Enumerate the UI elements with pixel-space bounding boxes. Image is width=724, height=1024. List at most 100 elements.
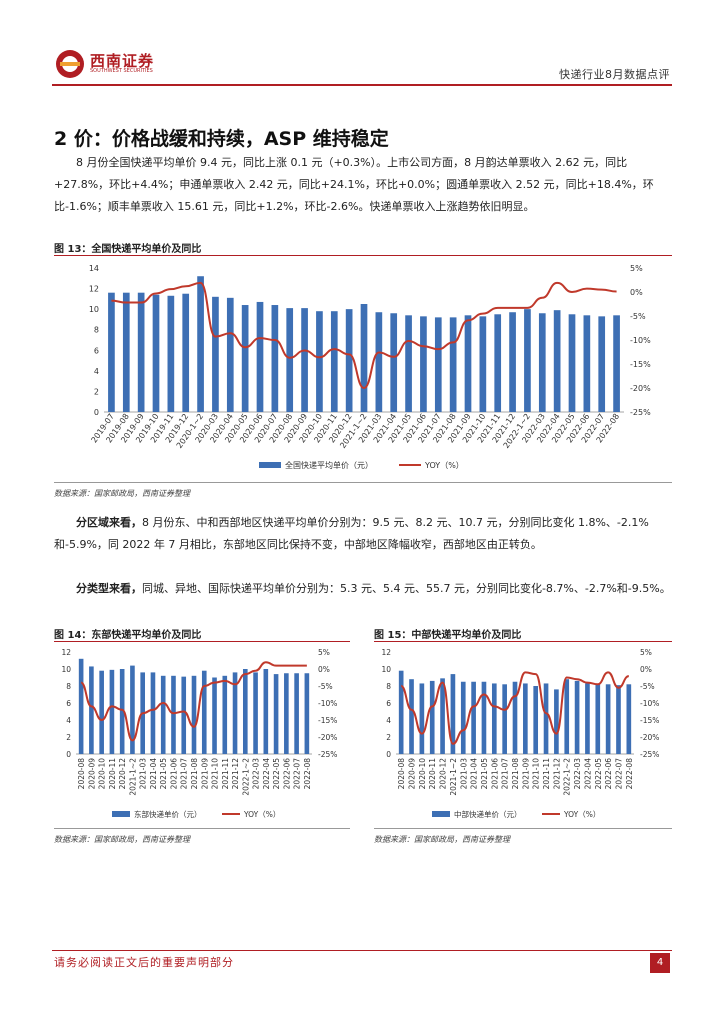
x-tick-label: 2021-1~2	[128, 758, 137, 796]
x-tick-label: 2022-08	[625, 758, 634, 790]
x-tick-label: 2021-11	[221, 758, 230, 790]
x-tick-label: 2021-09	[200, 758, 209, 790]
y-left-tick-label: 14	[89, 264, 99, 273]
figure-13-rule	[54, 255, 672, 256]
bar	[212, 296, 219, 412]
bar	[242, 669, 248, 754]
x-tick-label: 2021-12	[231, 758, 240, 790]
y-right-tick-label: 5%	[640, 648, 652, 657]
y-left-tick-label: 2	[94, 387, 99, 396]
figure-13-title: 图 13：全国快递平均单价及同比	[54, 244, 202, 255]
footer-disclaimer: 请务必阅读正文后的重要声明部分	[54, 956, 234, 969]
legend-bar-label: 东部快递单价（元）	[134, 809, 202, 819]
bar	[564, 679, 570, 754]
x-tick-label: 2022-1~2	[241, 758, 250, 796]
x-tick-label: 2022-06	[604, 758, 613, 790]
y-left-tick-label: 6	[386, 699, 391, 708]
y-left-tick-label: 2	[66, 733, 71, 742]
x-tick-label: 2022-07	[293, 758, 302, 790]
bar	[160, 675, 166, 754]
bar	[222, 675, 228, 754]
x-tick-label: 2022-08	[303, 758, 312, 790]
bar	[598, 316, 606, 412]
bar	[512, 681, 518, 754]
bar	[78, 658, 84, 754]
y-left-tick-label: 8	[94, 326, 99, 335]
bar	[464, 315, 472, 412]
page-number: 4	[650, 953, 670, 973]
legend-bar-swatch	[259, 462, 281, 468]
y-left-tick-label: 0	[94, 408, 99, 417]
bar	[491, 683, 497, 754]
y-right-tick-label: -20%	[318, 733, 337, 742]
bar	[434, 317, 442, 412]
bar	[212, 677, 217, 754]
y-right-tick-label: -15%	[630, 360, 651, 369]
paragraph-text: 8 月份全国快递平均单价 9.4 元，同比上涨 0.1 元（+0.3%）。上市公…	[54, 156, 654, 213]
bar	[301, 308, 308, 412]
x-tick-label: 2021-04	[149, 758, 158, 790]
bar	[345, 309, 353, 412]
x-tick-label: 2021-05	[159, 758, 168, 790]
bar	[460, 681, 466, 754]
x-tick-label: 2022-04	[262, 758, 271, 790]
figure-14-bottom-rule	[54, 828, 350, 829]
y-right-tick-label: 0%	[630, 288, 643, 297]
figure-15-rule	[374, 641, 672, 642]
y-left-tick-label: 12	[381, 648, 391, 657]
bar	[191, 675, 197, 754]
bar	[450, 674, 456, 754]
x-tick-label: 2022-1~2	[563, 758, 572, 796]
x-tick-label: 2021-10	[211, 758, 220, 790]
bar	[232, 672, 238, 754]
y-right-tick-label: 5%	[630, 264, 643, 273]
bar	[122, 292, 130, 412]
legend-line-label: YOY（%）	[563, 810, 600, 819]
bar	[119, 669, 125, 754]
x-tick-label: 2021-10	[532, 758, 541, 790]
bar	[605, 684, 611, 754]
x-tick-label: 2021-09	[521, 758, 530, 790]
bar	[554, 689, 559, 754]
bar	[241, 305, 249, 412]
paragraph-national-price: 8 月份全国快递平均单价 9.4 元，同比上涨 0.1 元（+0.3%）。上市公…	[54, 152, 672, 218]
bar	[99, 670, 104, 754]
figure-14-title: 图 14：东部快递平均单价及同比	[54, 630, 202, 641]
figure-15-bottom-rule	[374, 828, 672, 829]
x-tick-label: 2021-12	[552, 758, 561, 790]
x-tick-label: 2021-04	[470, 758, 479, 790]
x-tick-label: 2021-08	[190, 758, 199, 790]
x-tick-label: 2021-03	[139, 758, 148, 790]
bar	[538, 313, 546, 412]
x-tick-label: 2022-05	[272, 758, 281, 790]
x-tick-label: 2022-07	[614, 758, 623, 790]
y-left-tick-label: 6	[94, 346, 99, 355]
header-divider	[52, 84, 672, 86]
bar	[330, 311, 338, 412]
x-tick-label: 2021-07	[180, 758, 189, 790]
y-right-tick-label: -25%	[318, 750, 337, 759]
y-right-tick-label: -5%	[318, 682, 333, 691]
logo-text-cn: 西南证券	[90, 52, 155, 70]
x-tick-label: 2020-10	[98, 758, 107, 790]
bar	[405, 315, 412, 412]
bar	[197, 276, 204, 412]
bar	[420, 316, 427, 412]
bar	[429, 680, 435, 754]
bar	[253, 672, 258, 754]
y-left-tick-label: 12	[61, 648, 71, 657]
bar	[494, 314, 502, 412]
logo-emblem-icon	[56, 50, 84, 78]
y-left-tick-label: 0	[386, 750, 391, 759]
bar	[201, 670, 207, 754]
bar	[182, 293, 190, 412]
legend-line-label: YOY（%）	[243, 810, 280, 819]
x-tick-label: 2022-05	[594, 758, 603, 790]
x-tick-label: 2020-12	[118, 758, 127, 790]
y-left-tick-label: 2	[386, 733, 391, 742]
bar	[89, 666, 94, 754]
y-left-tick-label: 12	[89, 285, 99, 294]
y-left-tick-label: 6	[66, 699, 71, 708]
bar	[108, 292, 115, 412]
y-right-tick-label: -10%	[318, 699, 337, 708]
